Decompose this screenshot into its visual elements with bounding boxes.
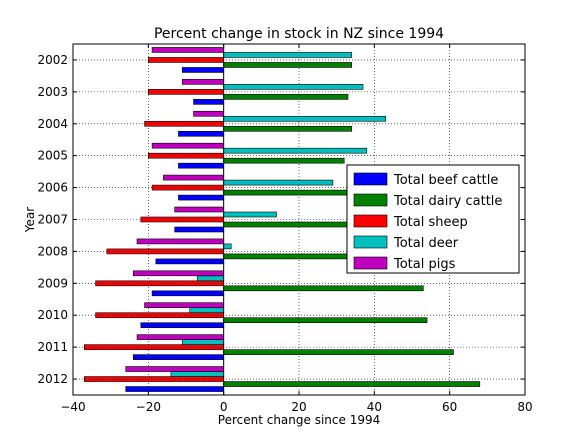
bar bbox=[197, 275, 224, 282]
bar bbox=[136, 334, 224, 340]
bar bbox=[223, 115, 386, 122]
bar bbox=[151, 142, 224, 149]
bar bbox=[136, 238, 224, 245]
bar bbox=[178, 162, 224, 169]
legend-label: Total sheep bbox=[393, 215, 468, 230]
bar bbox=[174, 206, 224, 213]
bar bbox=[223, 94, 349, 100]
legend-swatch bbox=[353, 235, 388, 249]
bar bbox=[132, 270, 224, 277]
x-tick-label: 60 bbox=[442, 400, 457, 414]
y-tick-label: 2008 bbox=[37, 244, 68, 258]
x-tick-label: 80 bbox=[517, 400, 532, 414]
x-tick-label: −20 bbox=[136, 400, 161, 414]
bar bbox=[148, 57, 224, 63]
y-axis-label: Year bbox=[23, 207, 37, 233]
bar bbox=[223, 243, 232, 250]
bar bbox=[174, 226, 224, 233]
x-axis-label: Percent change since 1994 bbox=[218, 413, 380, 427]
x-ticks: −40 −20 0 20 40 60 80 bbox=[60, 44, 533, 414]
bar bbox=[223, 179, 334, 186]
bar bbox=[178, 130, 224, 137]
bar bbox=[181, 79, 224, 85]
bars bbox=[84, 47, 481, 392]
x-tick-label: 20 bbox=[291, 400, 306, 414]
y-tick-label: 2006 bbox=[37, 181, 68, 195]
bar bbox=[178, 194, 224, 201]
bar bbox=[193, 110, 224, 117]
bar bbox=[95, 312, 224, 319]
y-tick-label: 2011 bbox=[37, 340, 68, 354]
bar bbox=[125, 366, 224, 372]
y-tick-label: 2007 bbox=[37, 213, 68, 227]
bar bbox=[189, 307, 224, 314]
legend-label: Total pigs bbox=[393, 257, 456, 272]
x-tick-label: 0 bbox=[220, 400, 228, 414]
bar bbox=[144, 302, 224, 309]
bar bbox=[155, 258, 224, 265]
bar bbox=[223, 62, 353, 68]
y-tick-label: 2009 bbox=[37, 276, 68, 290]
y-tick-label: 2003 bbox=[37, 85, 68, 99]
bar bbox=[223, 189, 360, 196]
legend: Total beef cattle Total dairy cattle Total… bbox=[346, 164, 520, 274]
bar bbox=[223, 221, 360, 228]
legend-swatch bbox=[353, 214, 388, 228]
y-tick-label: 2004 bbox=[37, 117, 68, 131]
bar bbox=[223, 285, 424, 292]
bar bbox=[223, 125, 353, 132]
bar bbox=[223, 147, 368, 154]
bar bbox=[181, 339, 224, 345]
x-tick-label: 40 bbox=[367, 400, 382, 414]
bar bbox=[223, 349, 454, 355]
y-tick-label: 2002 bbox=[37, 53, 68, 67]
bar bbox=[223, 317, 428, 324]
bar bbox=[223, 52, 353, 58]
x-tick-label: −40 bbox=[60, 400, 85, 414]
bar bbox=[95, 280, 224, 287]
bar bbox=[163, 174, 224, 181]
bar bbox=[151, 47, 224, 53]
y-tick-label: 2012 bbox=[37, 372, 68, 386]
legend-swatch bbox=[353, 193, 388, 207]
legend-label: Total dairy cattle bbox=[393, 194, 502, 209]
y-ticks: 2002 2003 2004 2005 2006 2007 2008 2009 2010 2011… bbox=[37, 53, 525, 386]
bar bbox=[151, 290, 224, 297]
bar bbox=[148, 89, 224, 95]
bar bbox=[223, 381, 481, 387]
bar bbox=[223, 253, 356, 260]
bar bbox=[223, 157, 345, 164]
bar bbox=[193, 99, 224, 105]
bar bbox=[132, 354, 224, 360]
y-tick-label: 2010 bbox=[37, 308, 68, 322]
legend-label: Total beef cattle bbox=[393, 173, 498, 188]
bar bbox=[125, 386, 224, 392]
chart-title: Percent change in stock in NZ since 1994 bbox=[154, 26, 444, 42]
y-tick-label: 2005 bbox=[37, 149, 68, 163]
bar bbox=[140, 322, 224, 329]
bar bbox=[148, 152, 224, 159]
bar bbox=[181, 67, 224, 73]
bar bbox=[223, 211, 277, 218]
legend-label: Total deer bbox=[393, 236, 459, 251]
bar bbox=[223, 84, 364, 90]
legend-swatch bbox=[353, 256, 388, 270]
legend-swatch bbox=[353, 172, 388, 186]
bar bbox=[170, 371, 224, 377]
